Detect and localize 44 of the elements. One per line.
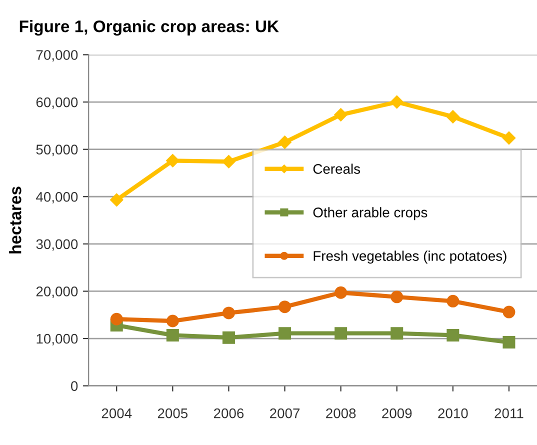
point xyxy=(278,136,292,149)
point xyxy=(334,286,348,299)
point xyxy=(334,108,348,122)
point xyxy=(278,300,292,314)
y-tick-label: 40,000 xyxy=(36,192,78,204)
point xyxy=(446,294,460,308)
point xyxy=(166,314,179,328)
point xyxy=(502,306,516,318)
point xyxy=(390,290,404,304)
point xyxy=(110,193,124,207)
x-tick-label: 2009 xyxy=(382,408,412,418)
y-tick-label: 0 xyxy=(71,381,78,391)
point xyxy=(446,110,460,124)
x-tick-label: 2006 xyxy=(214,408,244,418)
point xyxy=(222,155,236,168)
x-tick-label: 2004 xyxy=(102,408,132,418)
y-tick-label: 70,000 xyxy=(36,50,78,62)
point xyxy=(278,327,292,340)
y-axis-title: hectares xyxy=(9,186,22,254)
point xyxy=(502,336,516,349)
y-tick-label: 60,000 xyxy=(36,97,78,109)
y-tick-label: 30,000 xyxy=(36,239,78,251)
point xyxy=(390,327,404,340)
point xyxy=(166,328,179,342)
point xyxy=(390,95,404,109)
x-tick-label: 2008 xyxy=(326,408,356,418)
x-tick-label: 2007 xyxy=(270,408,300,418)
point xyxy=(166,154,180,168)
point xyxy=(334,327,348,340)
point xyxy=(502,131,516,145)
point xyxy=(222,331,235,344)
y-tick-label: 20,000 xyxy=(36,286,78,298)
x-tick-label: 2010 xyxy=(438,408,468,418)
x-tick-label: 2011 xyxy=(494,408,524,418)
y-tick-label: 50,000 xyxy=(36,144,78,156)
point xyxy=(110,312,123,326)
x-tick-label: 2005 xyxy=(158,408,188,418)
y-tick-label: 10,000 xyxy=(36,334,78,346)
chart-title: Figure 1, Organic crop areas: UK xyxy=(20,20,279,36)
point xyxy=(222,306,235,320)
point xyxy=(446,328,460,342)
legend-label: Other arable crops xyxy=(313,207,428,220)
legend-label: Cereals xyxy=(313,164,360,174)
legend-label: Fresh vegetables (inc potatoes) xyxy=(314,250,506,264)
